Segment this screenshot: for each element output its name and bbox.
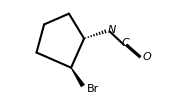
Text: O: O <box>143 52 152 62</box>
Text: Br: Br <box>87 84 99 94</box>
Text: C: C <box>121 38 129 48</box>
Text: N: N <box>107 25 116 35</box>
Polygon shape <box>71 67 85 87</box>
